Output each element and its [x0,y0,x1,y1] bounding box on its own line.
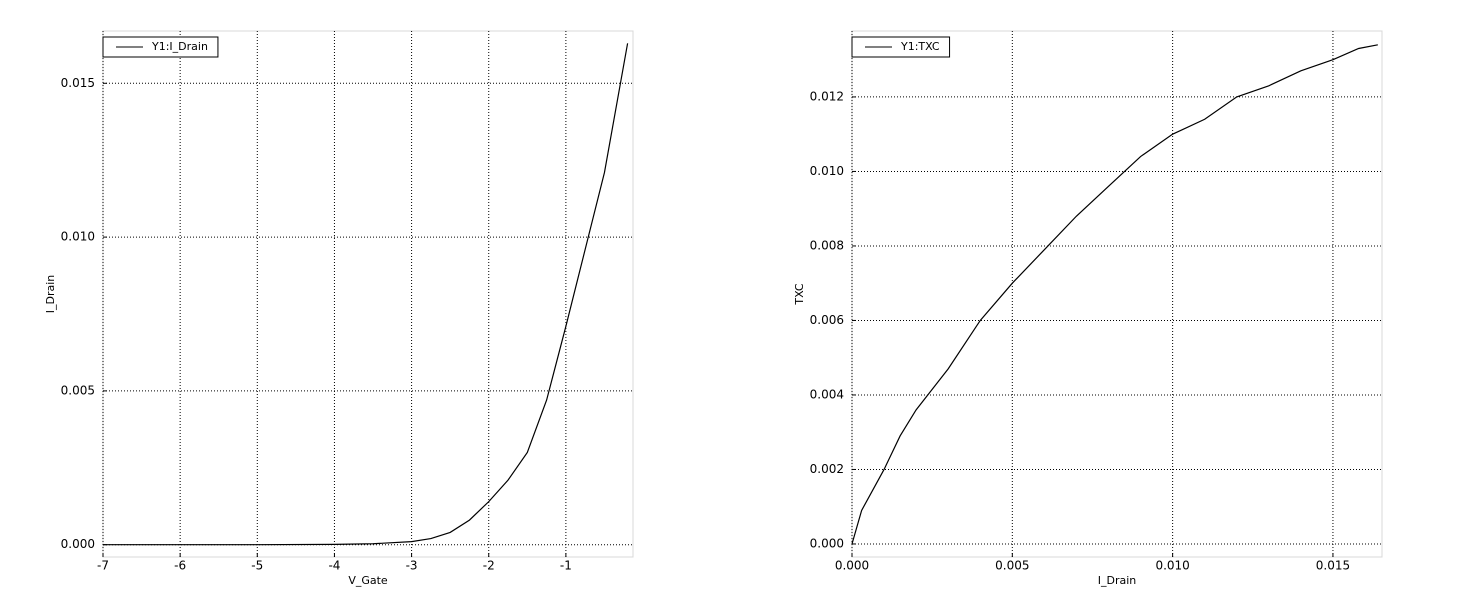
y-tick-label: 0.012 [810,89,844,103]
data-line [851,44,1378,545]
x-tick-label: -1 [560,559,572,573]
legend-label: Y1:I_Drain [151,40,208,53]
x-tick-label: -2 [483,559,495,573]
data-line [103,43,629,546]
x-tick-label: -7 [97,559,109,573]
legend-box [102,36,219,58]
y-tick-label: 0.000 [810,536,844,550]
plot-frame [851,30,1383,558]
y-tick-label: 0.006 [810,313,844,327]
x-tick-label: -3 [406,559,418,573]
y-axis-label: TXC [793,283,806,305]
x-tick-label: -4 [328,559,340,573]
y-tick-label: 0.004 [810,387,844,401]
x-tick-label: -5 [251,559,263,573]
x-tick-label: 0.000 [835,559,869,573]
y-axis-label: I_Drain [44,275,57,314]
legend: Y1:TXC [851,36,951,58]
x-tick-label: 0.005 [995,559,1029,573]
x-tick-label: 0.010 [1155,559,1189,573]
x-tick-label: 0.015 [1316,559,1350,573]
x-axis-label: I_Drain [1098,574,1137,587]
legend-label: Y1:TXC [900,40,940,53]
x-tick-label: -6 [174,559,186,573]
y-tick-label: 0.008 [810,238,844,252]
y-tick-label: 0.005 [61,383,95,397]
legend-box [851,36,951,58]
y-tick-label: 0.015 [61,76,95,90]
plot-frame [102,30,634,558]
y-tick-label: 0.010 [810,164,844,178]
x-axis-label: V_Gate [348,574,388,587]
y-tick-label: 0.002 [810,462,844,476]
y-tick-label: 0.010 [61,230,95,244]
legend: Y1:I_Drain [102,36,219,58]
y-tick-label: 0.000 [61,537,95,551]
